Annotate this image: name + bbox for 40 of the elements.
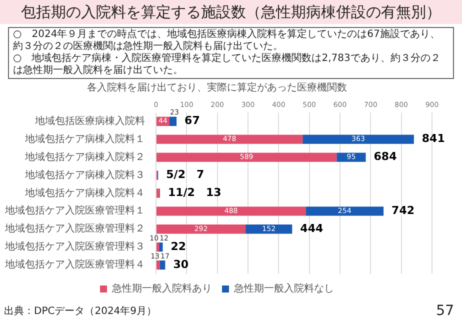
- bar: [306, 206, 384, 216]
- total-label: 5/2 7: [166, 168, 204, 182]
- total-label: 841: [422, 132, 445, 146]
- y-tick-label: 地域包括ケア入院医療管理料２: [4, 222, 145, 235]
- total-label: 67: [184, 114, 200, 128]
- bar: [169, 116, 177, 126]
- bar: [156, 260, 160, 270]
- y-tick-label: 地域包括ケア病棟入院料４: [24, 186, 145, 199]
- y-tick-label: 地域包括医療病棟入院料: [34, 114, 145, 127]
- bar: [302, 134, 414, 144]
- text: ○ 地域包括ケア病棟・入院医療管理料を算定していた医療機関数は2,783であり、約３分の２は急性期一般入院料を届け出ていた。: [13, 53, 442, 77]
- bar: [156, 242, 160, 252]
- legend-label: 急性期一般入院料なし: [233, 282, 334, 295]
- bar: [156, 134, 303, 144]
- text: ○ 2024年９月までの時点では、地域包括医療病棟入院料を算定していたのは67施設であり、約３分の２の医療機関は急性期一般入院料も届け出ていた。: [13, 29, 441, 52]
- y-tick-label: 地域包括ケア入院医療管理料１: [4, 204, 145, 217]
- y-tick-label: 地域包括ケア入院医療管理料４: [4, 258, 145, 271]
- bar: [156, 224, 246, 234]
- y-tick-label: 地域包括ケア入院医療管理料３: [4, 240, 145, 253]
- bar: [159, 242, 163, 252]
- total-label: 30: [173, 258, 189, 271]
- bar: [156, 206, 306, 216]
- bar: [336, 152, 366, 162]
- y-tick-label: 地域包括ケア病棟入院料２: [24, 150, 145, 163]
- total-label: 11/2 13: [168, 186, 222, 200]
- bar: [156, 188, 160, 198]
- bar: [156, 152, 337, 162]
- y-tick-label: 地域包括ケア病棟入院料１: [24, 132, 145, 145]
- bar: [246, 224, 292, 234]
- bar: [160, 260, 166, 270]
- y-tick-label: 地域包括ケア病棟入院料３: [24, 168, 145, 181]
- text: 57: [436, 303, 454, 319]
- total-label: 444: [300, 222, 324, 235]
- total-label: 742: [392, 204, 415, 218]
- chart-subtitle: 各入院料を届け出ており、実際に算定があった医療機関数: [87, 82, 347, 94]
- source-note: 出典：DPCデータ（2024年9月）: [4, 304, 157, 318]
- total-label: 22: [170, 240, 186, 253]
- total-label: 684: [374, 150, 398, 164]
- legend-label: 急性期一般入院料あり: [111, 282, 212, 295]
- chart-title: 包括期の入院料を算定する施設数（急性期病棟併設の有無別）: [0, 0, 462, 24]
